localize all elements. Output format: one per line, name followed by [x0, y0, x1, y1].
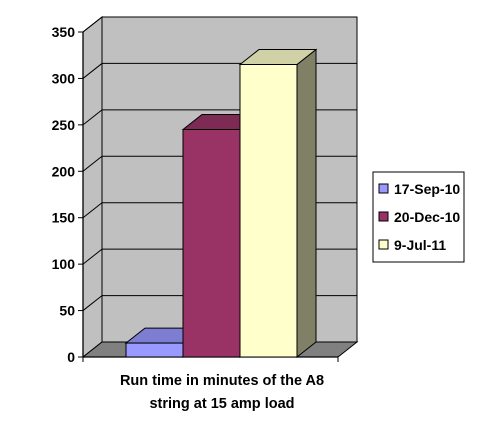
y-tick-label: 0 — [67, 349, 75, 365]
bar-front — [182, 129, 241, 358]
plot-side-wall — [82, 15, 103, 359]
x-axis-label: Run time in minutes of the A8 string at … — [120, 373, 324, 412]
y-tick-label: 350 — [52, 24, 76, 40]
legend-label: 9-Jul-11 — [394, 237, 446, 253]
legend: 17-Sep-10 20-Dec-10 9-Jul-11 — [372, 171, 465, 263]
bar-front — [125, 342, 184, 358]
y-tick-label: 250 — [52, 117, 76, 133]
legend-label: 20-Dec-10 — [394, 209, 460, 225]
bar-3 — [238, 48, 318, 359]
y-tick-label: 50 — [59, 303, 75, 319]
legend-swatch — [378, 183, 389, 194]
y-tick-label: 300 — [52, 70, 76, 86]
legend-swatch — [378, 239, 389, 250]
bar-side — [296, 48, 317, 359]
y-tick-label: 100 — [52, 256, 76, 272]
bar-front — [239, 64, 298, 358]
x-axis-label-line-2: string at 15 amp load — [149, 396, 294, 412]
x-axis-label-line-1: Run time in minutes of the A8 — [120, 373, 324, 389]
legend-label: 17-Sep-10 — [394, 181, 460, 197]
legend-swatch — [378, 211, 389, 222]
bars — [124, 48, 318, 359]
side-wall — [82, 15, 103, 359]
gridline — [82, 16, 357, 33]
y-tick-label: 200 — [52, 163, 76, 179]
y-tick-label: 150 — [52, 210, 76, 226]
